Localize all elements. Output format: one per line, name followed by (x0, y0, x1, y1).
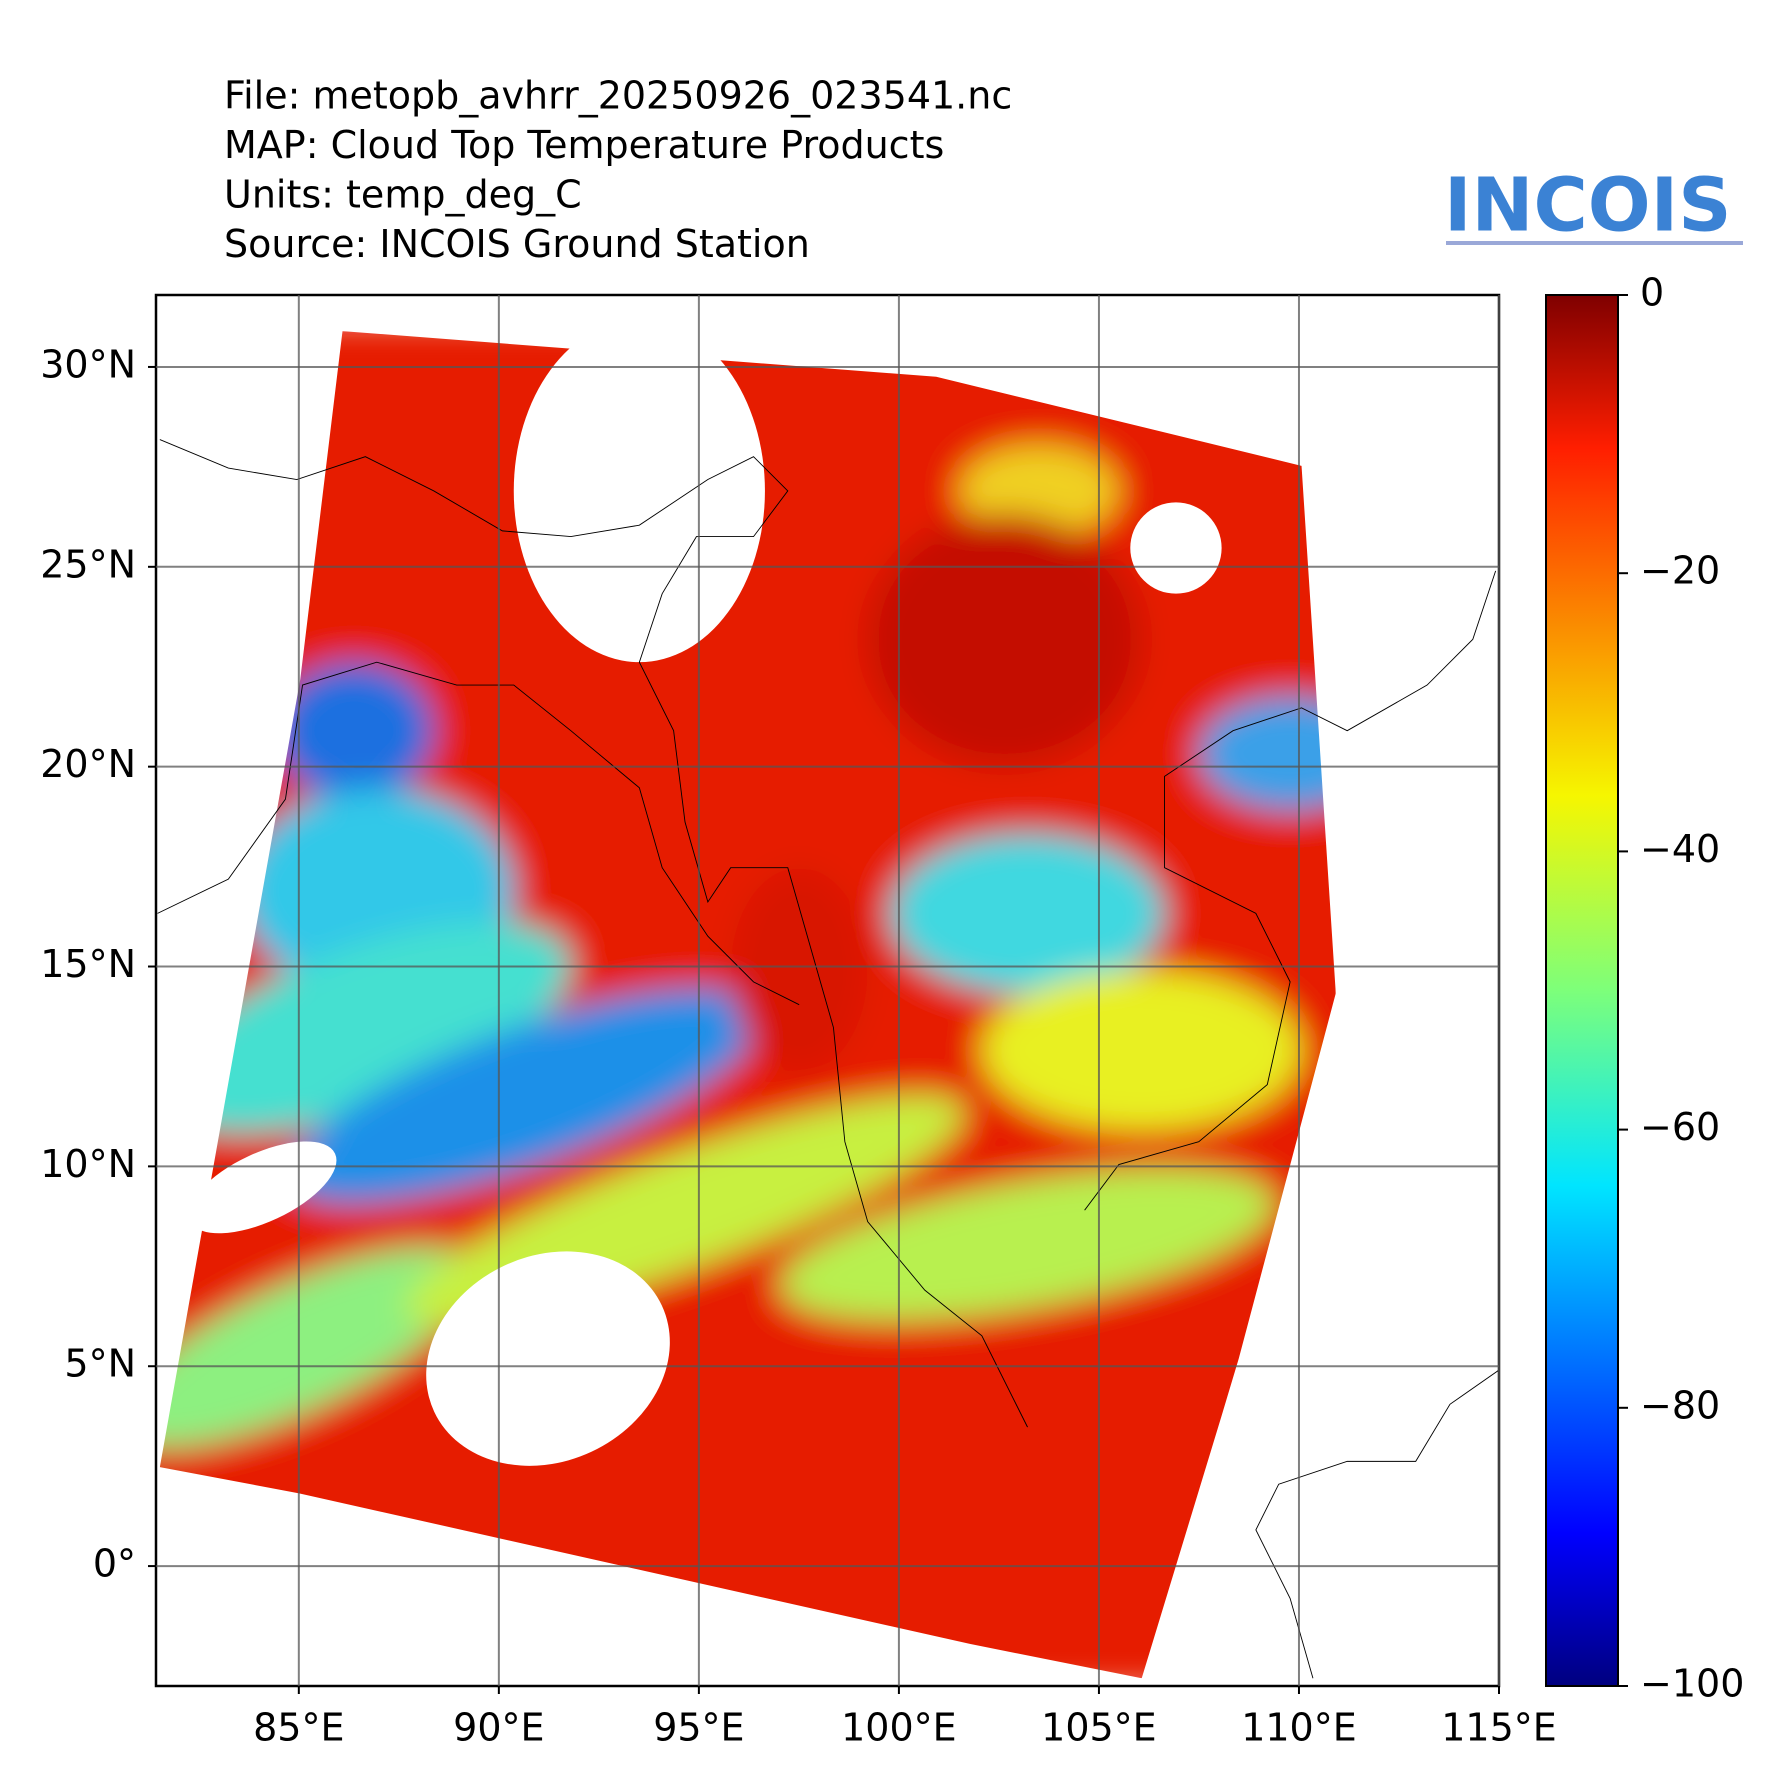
title-line: Units: temp_deg_C (224, 173, 582, 217)
logo: INCOIS (1444, 163, 1743, 249)
y-tick-label: 5°N (64, 1342, 136, 1386)
y-tick-label: 20°N (40, 742, 136, 786)
title-line: File: metopb_avhrr_20250926_023541.nc (224, 74, 1012, 118)
title-line: MAP: Cloud Top Temperature Products (224, 123, 944, 167)
title-block: File: metopb_avhrr_20250926_023541.nc MAP… (224, 74, 1012, 267)
y-tick-label: 30°N (40, 342, 136, 386)
colorbar-tick-label: −60 (1640, 1105, 1720, 1149)
x-tick-label: 110°E (1241, 1706, 1357, 1750)
x-tick-label: 95°E (653, 1706, 744, 1750)
cloud-field (157, 319, 1499, 1679)
x-tick-label: 115°E (1441, 1706, 1557, 1750)
y-tick-label: 10°N (40, 1142, 136, 1186)
y-tick-label: 25°N (40, 542, 136, 586)
x-tick-label: 85°E (253, 1706, 344, 1750)
colorbar-tick-label: −80 (1640, 1383, 1720, 1427)
colorbar-tick-label: −100 (1640, 1662, 1744, 1706)
y-tick-label: 15°N (40, 942, 136, 986)
x-tick-label: 105°E (1041, 1706, 1157, 1750)
colorbar-tick-label: −20 (1640, 549, 1720, 593)
colorbar (1545, 294, 1619, 1687)
colorbar-tick-label: −40 (1640, 827, 1720, 871)
x-tick-label: 100°E (841, 1706, 957, 1750)
title-line: Source: INCOIS Ground Station (224, 222, 810, 266)
logo-text: INCOIS (1444, 163, 1732, 249)
map-area (157, 319, 1499, 1679)
colorbar-tick-label: 0 (1640, 271, 1664, 315)
x-tick-label: 90°E (453, 1706, 544, 1750)
y-tick-label: 0° (93, 1542, 136, 1586)
